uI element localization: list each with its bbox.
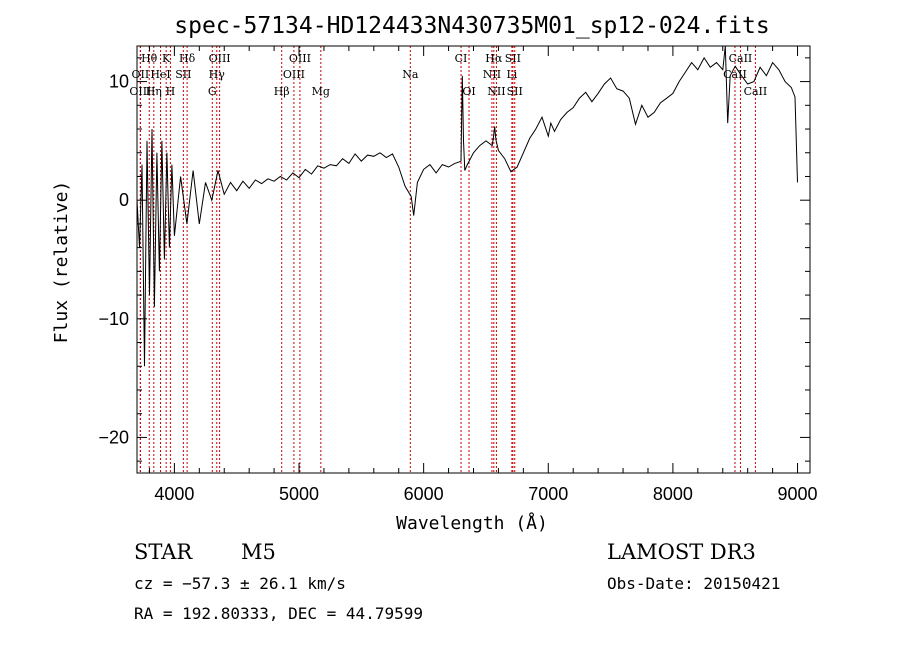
- y-axis-label: Flux (relative): [51, 181, 72, 344]
- redshift-velocity: cz = −57.3 ± 26.1 km/s: [134, 574, 346, 593]
- spectral-line-label: Hβ: [274, 85, 290, 98]
- spectral-line-label: CaII: [744, 85, 768, 98]
- x-tick-label: 4000: [154, 484, 194, 504]
- y-tick-label: −10: [98, 309, 129, 329]
- spectral-line-label: CaII: [729, 52, 753, 65]
- spectral-line-label: H: [166, 85, 176, 98]
- x-tick-label: 9000: [778, 484, 818, 504]
- spectral-line-markers: [139, 46, 756, 473]
- x-tick-label: 6000: [404, 484, 444, 504]
- spectral-line-label: NII: [483, 68, 501, 81]
- x-tick-label: 8000: [653, 484, 693, 504]
- spectral-line-label: CI: [455, 52, 468, 65]
- spectral-line-label: OII: [132, 68, 150, 81]
- spectral-line-label: Li: [506, 68, 517, 81]
- spectral-line-label: OIII: [283, 68, 305, 81]
- x-axis-label: Wavelength (Å): [396, 512, 548, 534]
- spectral-line-label: Hδ: [179, 52, 196, 65]
- spectrum-series-line: [136, 45, 798, 367]
- y-tick-label: 10: [109, 72, 129, 92]
- spectral-line-label: NII: [487, 85, 505, 98]
- x-tick-label: 7000: [528, 484, 568, 504]
- spectral-line-label: OIII: [129, 85, 151, 98]
- observation-date: Obs-Date: 20150421: [607, 574, 781, 593]
- spectral-line-label: Na: [402, 68, 419, 81]
- coordinates: RA = 192.80333, DEC = 44.79599: [134, 604, 423, 623]
- spectral-line-label: OI: [462, 85, 475, 98]
- y-tick-label: 0: [119, 190, 129, 210]
- survey-name: LAMOST DR3: [607, 540, 756, 564]
- spectral-line-label: G: [208, 85, 217, 98]
- spectral-line-label: HeI: [150, 68, 170, 81]
- spectral-line-label: Hγ: [209, 68, 226, 81]
- x-tick-label: 5000: [279, 484, 319, 504]
- y-tick-label: −20: [98, 427, 129, 447]
- axis-ticks: [137, 46, 810, 473]
- spectral-line-label: SII: [505, 52, 521, 65]
- spectral-line-label: Mg: [312, 85, 330, 98]
- object-subclass: M5: [241, 540, 276, 564]
- spectrum-chart: spec-57134-HD124433N430735M01_sp12-024.f…: [51, 13, 818, 534]
- chart-title: spec-57134-HD124433N430735M01_sp12-024.f…: [174, 13, 769, 39]
- object-class: STAR: [134, 540, 193, 564]
- spectral-line-label: SII: [175, 68, 191, 81]
- axis-tick-labels: 4000 5000 6000 7000 8000 9000 −20 −10 0 10: [98, 72, 817, 504]
- spectral-line-label: K: [162, 52, 171, 65]
- spectral-line-label: Hη: [146, 85, 162, 98]
- spectral-line-label: OIII: [289, 52, 311, 65]
- plot-frame: [136, 45, 811, 474]
- spectral-line-label: Hα: [485, 52, 503, 65]
- spectral-line-label: CaII: [723, 68, 747, 81]
- spectral-line-label: SII: [507, 85, 523, 98]
- spectral-line-label: OIII: [209, 52, 231, 65]
- spectral-line-label: Hθ: [141, 52, 158, 65]
